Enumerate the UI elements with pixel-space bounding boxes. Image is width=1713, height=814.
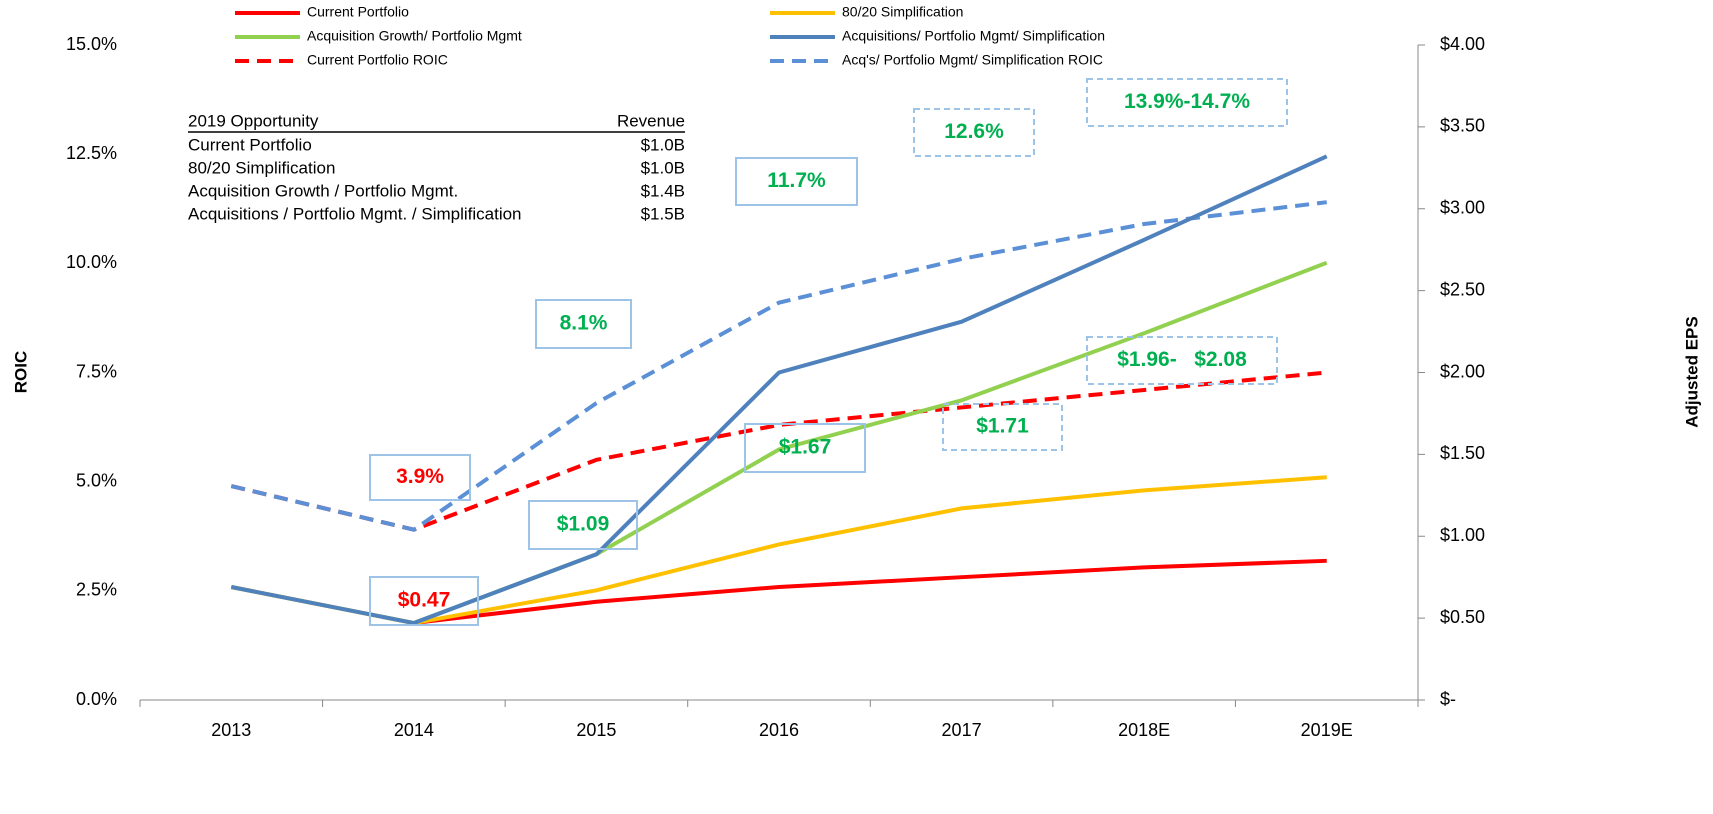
- y2-tick-label: $3.50: [1440, 116, 1485, 136]
- annotation-box: [1086, 336, 1278, 385]
- series-line: [230, 200, 1327, 532]
- y-tick-label: 5.0%: [76, 470, 117, 490]
- legend-label: Current Portfolio: [307, 4, 409, 20]
- x-tick-label: 2017: [942, 720, 982, 740]
- table-cell: Acquisitions / Portfolio Mgmt. / Simplif…: [188, 204, 522, 223]
- annotation: $1.67: [779, 436, 832, 459]
- annotation: $1.96- $2.08: [1117, 348, 1247, 371]
- series-line: [230, 558, 1327, 626]
- x-tick-label: 2016: [759, 720, 799, 740]
- table-cell: $1.5B: [641, 204, 685, 223]
- annotation: 3.9%: [396, 465, 444, 488]
- table-cell: 80/20 Simplification: [188, 158, 335, 177]
- annotation: 12.6%: [944, 120, 1004, 143]
- y2-axis-label: Adjusted EPS: [1682, 316, 1701, 427]
- y2-tick-label: $1.00: [1440, 525, 1485, 545]
- y2-tick-label: $1.50: [1440, 443, 1485, 463]
- annotation-box: [369, 576, 479, 626]
- legend-label: Current Portfolio ROIC: [307, 52, 448, 68]
- table-header: 2019 Opportunity: [188, 111, 319, 130]
- y2-tick-label: $2.00: [1440, 361, 1485, 381]
- y2-tick-label: $4.00: [1440, 34, 1485, 54]
- x-tick-label: 2019E: [1301, 720, 1353, 740]
- annotation: $1.09: [557, 513, 610, 536]
- annotation: 13.9%-14.7%: [1124, 90, 1250, 113]
- table-cell: Acquisition Growth / Portfolio Mgmt.: [188, 181, 458, 200]
- annotation: $0.47: [398, 589, 451, 612]
- y-tick-label: 0.0%: [76, 689, 117, 709]
- x-tick-label: 2014: [394, 720, 434, 740]
- table-cell: $1.0B: [641, 158, 685, 177]
- annotation-box: [369, 454, 471, 501]
- series-line: [230, 154, 1328, 626]
- y2-tick-label: $-: [1440, 689, 1456, 709]
- annotation: 11.7%: [767, 169, 826, 192]
- y2-tick-label: $3.00: [1440, 198, 1485, 218]
- legend-label: Acq's/ Portfolio Mgmt/ Simplification RO…: [842, 52, 1103, 68]
- y-axis-label: ROIC: [11, 351, 30, 394]
- annotation-box: [1086, 78, 1288, 127]
- legend-label: 80/20 Simplification: [842, 4, 963, 20]
- y-tick-label: 2.5%: [76, 580, 117, 600]
- annotation-box: [913, 108, 1035, 157]
- y-tick-label: 12.5%: [66, 143, 117, 163]
- table-header: Revenue: [617, 111, 685, 130]
- y-tick-label: 15.0%: [66, 34, 117, 54]
- annotation: 8.1%: [560, 312, 608, 335]
- x-tick-label: 2018E: [1118, 720, 1170, 740]
- y2-tick-label: $0.50: [1440, 607, 1485, 627]
- annotation-box: [535, 299, 632, 349]
- table-cell: $1.4B: [641, 181, 685, 200]
- y2-tick-label: $2.50: [1440, 279, 1485, 299]
- y-tick-label: 10.0%: [66, 252, 117, 272]
- annotation-box: [942, 403, 1063, 451]
- y-tick-label: 7.5%: [76, 361, 117, 381]
- x-tick-label: 2013: [211, 720, 251, 740]
- table-cell: Current Portfolio: [188, 135, 312, 154]
- annotation-box: [744, 423, 866, 473]
- annotation: $1.71: [976, 415, 1029, 438]
- table-cell: $1.0B: [641, 135, 685, 154]
- legend-label: Acquisition Growth/ Portfolio Mgmt: [307, 28, 522, 44]
- x-tick-label: 2015: [576, 720, 616, 740]
- legend-label: Acquisitions/ Portfolio Mgmt/ Simplifica…: [842, 28, 1105, 44]
- annotation-box: [735, 157, 858, 206]
- annotation-box: [528, 500, 638, 550]
